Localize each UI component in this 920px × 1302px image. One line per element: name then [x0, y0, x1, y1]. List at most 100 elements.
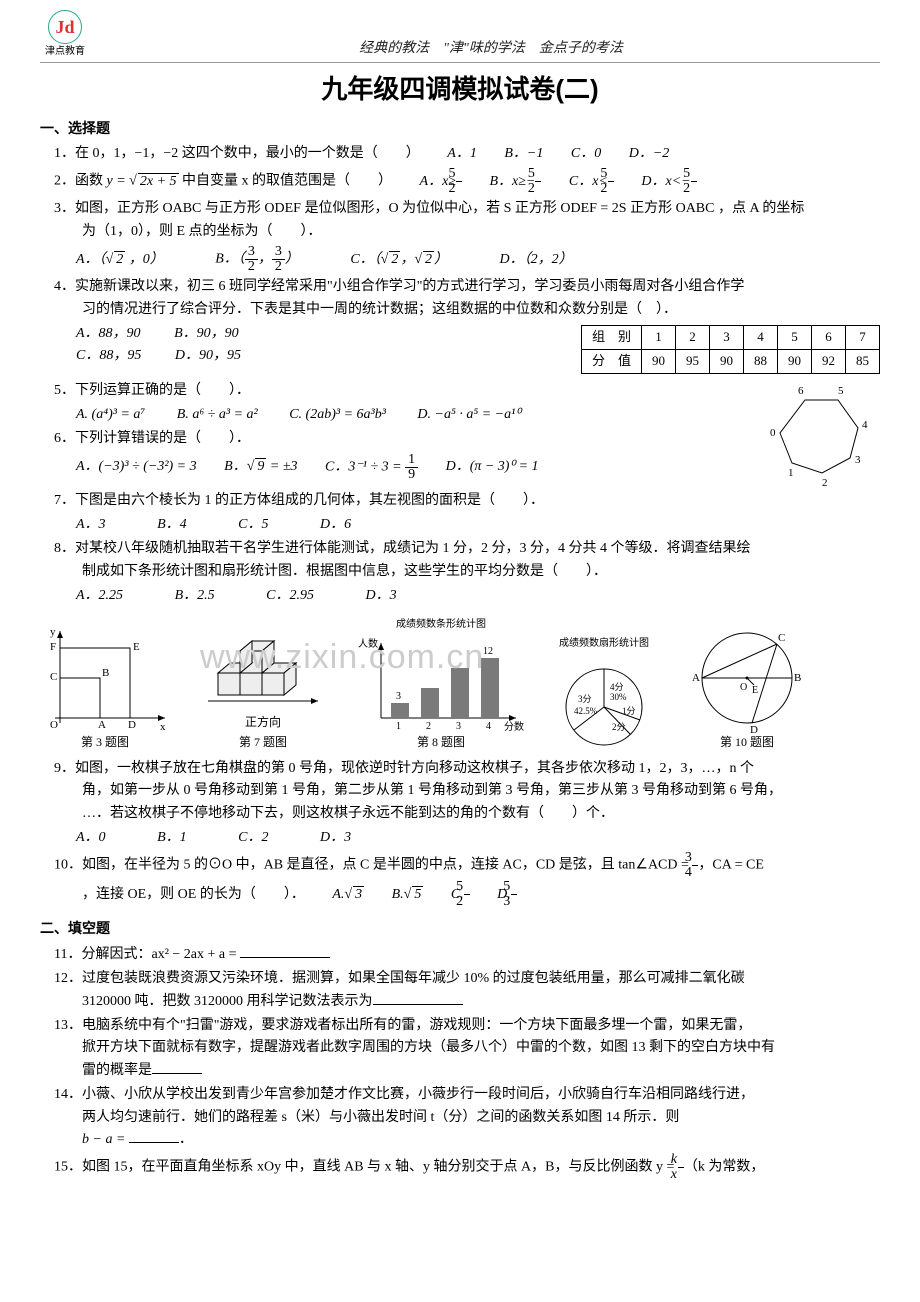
question-8: 8．对某校八年级随机抽取若干名学生进行体能测试，成绩记为 1 分，2 分，3 分… [54, 538, 880, 583]
q6-options: A．(−3)³ ÷ (−3²) = 3 B．√9 = ±3 C．3⁻¹ ÷ 3 … [76, 453, 750, 482]
q6-c-den: 9 [405, 468, 418, 482]
q5-c: C. (2ab)³ = 6a³b³ [289, 404, 386, 426]
q14-l2: 两人均匀速前行．她们的路程差 s（米）与小薇出发时间 t（分）之间的函数关系如图… [82, 1110, 679, 1125]
hept-v6: 6 [798, 385, 804, 397]
q6-a: A．(−3)³ ÷ (−3²) = 3 [76, 456, 197, 478]
svg-text:D: D [750, 724, 758, 733]
logo: Jd 津点教育 [40, 10, 90, 60]
q2-a-num: 5 [456, 167, 462, 182]
question-12: 12．过度包装既浪费资源又污染环境．据测算，如果全国每年减少 10% 的过度包装… [54, 968, 880, 1013]
q4-c1: 1 [642, 325, 676, 349]
svg-text:1分: 1分 [622, 706, 636, 716]
fig8-3pct: 42.5% [574, 706, 598, 716]
question-9: 9．如图，一枚棋子放在七角棋盘的第 0 号角，现依逆时针方向移动这枚棋子，其各步… [54, 758, 880, 825]
hept-v3: 3 [855, 454, 861, 466]
q2-post: 中自变量 x 的取值范围是（ ） [182, 174, 392, 189]
q6-d: D．(π − 3)⁰ = 1 [446, 456, 539, 478]
question-6: 6．下列计算错误的是（ ）． [54, 428, 750, 450]
section-1-heading: 一、选择题 [40, 119, 880, 141]
question-4: 4．实施新课改以来，初三 6 班同学经常采用"小组合作学习"的方式进行学习，学习… [54, 276, 880, 321]
q4-v7: 85 [846, 349, 880, 373]
fig7-dir: 正方向 [245, 715, 281, 729]
q4-b: B．90，90 [174, 326, 239, 341]
q11-blank [240, 944, 330, 958]
q1-opt-a: A．1 [447, 146, 477, 161]
q3-a-post: ，0） [125, 252, 164, 267]
svg-text:2: 2 [426, 721, 431, 732]
logo-icon: Jd [48, 10, 82, 44]
q3-c-post: ） [434, 252, 448, 267]
svg-text:B: B [102, 667, 109, 679]
q13-blank [152, 1060, 202, 1074]
q5-q6-block: 5．下列运算正确的是（ ）． A. (a⁴)³ = a⁷ B. a⁶ ÷ a³ … [40, 378, 880, 488]
q5-options: A. (a⁴)³ = a⁷ B. a⁶ ÷ a³ = a² C. (2ab)³ … [76, 404, 750, 426]
q12-blank [373, 991, 463, 1005]
q3-options: A．（√2 ，0） B．（32，32） C．（√2，√2） D．（2，2） [76, 245, 880, 274]
q3-b-n1: 3 [245, 245, 258, 260]
q10-pre: 10．如图，在半径为 5 的⊙O 中，AB 是直径，点 C 是半圆的中点，连接 … [54, 858, 692, 873]
q15-post: （k 为常数， [684, 1160, 765, 1175]
q8-l2: 制成如下条形统计图和扇形统计图．根据图中信息，这些学生的平均分数是（ ）． [82, 564, 607, 579]
question-1: 1．在 0，1，−1，−2 这四个数中，最小的一个数是（ ） A．1 B．−1 … [54, 143, 880, 165]
question-11: 11．分解因式：ax² − 2ax + a = [54, 944, 880, 966]
q9-c: C．2 [238, 827, 268, 849]
q4-th-group: 组 别 [581, 325, 641, 349]
svg-text:E: E [752, 685, 758, 696]
question-2: 2．函数 y = √2x + 5 中自变量 x 的取值范围是（ ） A．x≥52… [54, 167, 880, 196]
page-title: 九年级四调模拟试卷(二) [40, 69, 880, 111]
q4-table: 组 别 1234567 分 值 90959088909285 [581, 325, 880, 374]
q1-opt-d: D．−2 [629, 146, 670, 161]
q9-d: D．3 [320, 827, 351, 849]
q9-l1: 9．如图，一枚棋子放在七角棋盘的第 0 号角，现依逆时针方向移动这枚棋子，其各步… [54, 761, 754, 776]
question-5: 5．下列运算正确的是（ ）． [54, 380, 750, 402]
q4-c3: 3 [710, 325, 744, 349]
q8-a: A．2.25 [76, 585, 123, 607]
q7-options: A．3 B．4 C．5 D．6 [76, 514, 880, 536]
fig8-ylab: 人数 [358, 637, 378, 650]
svg-text:C: C [50, 671, 57, 683]
fig8-pie-box: 成绩频数扇形统计图 4分30% 1分2分 3分42.5% [544, 636, 664, 752]
q3-b-d2: 2 [272, 260, 285, 274]
q7-text: 7．下图是由六个棱长为 1 的正方体组成的几何体，其左视图的面积是（ ）． [54, 493, 544, 508]
q4-row: A．88，90 B．90，90 C．88，95 D．90，95 组 别 1234… [40, 323, 880, 378]
q9-l2: 角，如第一步从 0 号角移动到第 1 号角，第二步从第 1 号角移动到第 3 号… [82, 783, 782, 798]
q8-l1: 8．对某校八年级随机抽取若干名学生进行体能测试，成绩记为 1 分，2 分，3 分… [54, 541, 751, 556]
q13-l3: 雷的概率是 [82, 1063, 152, 1078]
q13-l2: 掀开方块下面就标有数字，提醒游戏者此数字周围的方块（最多八个）中雷的个数，如图 … [82, 1040, 775, 1055]
hept-v0: 0 [770, 427, 776, 439]
q10-dn: 5 [511, 880, 517, 895]
q2-d-num: 5 [691, 167, 697, 182]
q9-a: A．0 [76, 827, 106, 849]
question-14: 14．小薇、小欣从学校出发到青少年宫参加楚才作文比赛，小薇步行一段时间后，小欣骑… [54, 1084, 880, 1151]
slogan: 经典的教法 "津"味的学法 金点子的考法 [102, 38, 880, 60]
q8-options: A．2.25 B．2.5 C．2.95 D．3 [76, 585, 880, 607]
q6-b-post: = ±3 [266, 459, 297, 474]
q5-b: B. a⁶ ÷ a³ = a² [177, 404, 258, 426]
q5-a: A. (a⁴)³ = a⁷ [76, 404, 145, 426]
q2-a-den: 2 [456, 182, 462, 196]
q12-l2: 3120000 吨．把数 3120000 用科学记数法表示为 [82, 994, 373, 1009]
q10-b-sqrt: 5 [412, 886, 423, 902]
svg-text:2分: 2分 [612, 722, 626, 732]
svg-text:O: O [740, 682, 747, 693]
q4-v4: 88 [744, 349, 778, 373]
svg-text:E: E [133, 641, 140, 653]
q8-d: D．3 [365, 585, 396, 607]
q4-v1: 90 [642, 349, 676, 373]
q3-b-mid: ， [258, 252, 272, 267]
q6-b-sqrt: 9 [255, 458, 266, 474]
q10-post1: ，CA = CE [698, 858, 763, 873]
svg-text:F: F [50, 641, 56, 653]
question-10: 10．如图，在半径为 5 的⊙O 中，AB 是直径，点 C 是半圆的中点，连接 … [54, 851, 880, 909]
fig10-box: AB CD EO 第 10 题图 [682, 623, 812, 752]
fig8-bar-box: 成绩频数条形统计图 3 12 12 34 人数 分数 第 8 题图 [356, 617, 526, 752]
q3-l2: 为（1，0），则 E 点的坐标为（ ）． [82, 224, 322, 239]
q10-a-sqrt: 3 [353, 886, 364, 902]
q13-l1: 13．电脑系统中有个"扫雷"游戏，要求游戏者标出所有的雷，游戏规则：一个方块下面… [54, 1018, 751, 1033]
fig3-svg: OA BC DE Fx y [40, 623, 170, 733]
svg-text:D: D [128, 719, 136, 731]
q14-expr: b − a = [82, 1132, 129, 1147]
svg-text:3分: 3分 [578, 694, 592, 704]
q10-dd: 3 [511, 895, 517, 909]
hept-v4: 4 [862, 419, 868, 431]
